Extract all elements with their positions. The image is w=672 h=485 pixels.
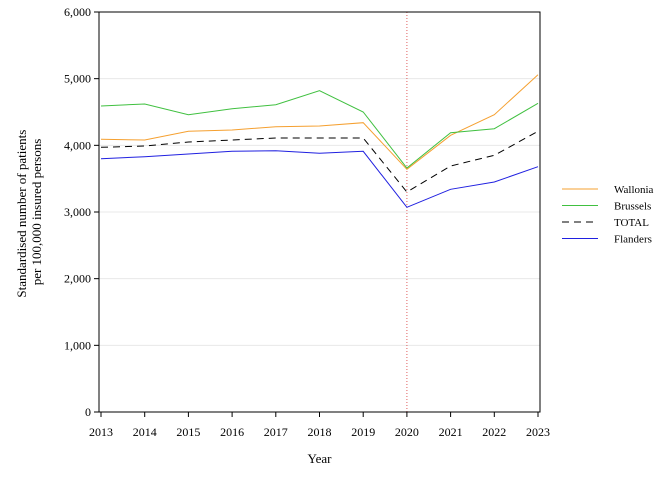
x-tick-label: 2013 [89, 425, 113, 439]
x-tick-label: 2022 [482, 425, 506, 439]
gridlines [99, 11, 540, 346]
y-tick-label: 4,000 [64, 138, 91, 152]
y-tick-label: 2,000 [64, 272, 91, 286]
legend-label-brussels: Brussels [614, 201, 651, 213]
series-line-wallonia [100, 74, 539, 170]
x-tick-label: 2020 [395, 425, 419, 439]
y-axis-title-line-1: Standardised number of patients [14, 130, 29, 298]
x-axis-title: Year [308, 451, 333, 466]
series-line-flanders [100, 150, 539, 208]
x-tick-label: 2019 [351, 425, 375, 439]
series-line-total [100, 130, 539, 193]
y-tick-label: 6,000 [64, 5, 91, 19]
x-tick-label: 2017 [264, 425, 288, 439]
legend-label-flanders: Flanders [614, 234, 652, 246]
legend: Wallonia Brussels TOTAL Flanders [562, 184, 654, 246]
y-tick-label: 3,000 [64, 205, 91, 219]
y-tick-label: 5,000 [64, 72, 91, 86]
x-tick-label: 2021 [439, 425, 463, 439]
x-tick-label: 2014 [133, 425, 157, 439]
x-axis-ticks: 2013 2014 2015 2016 2017 2018 2019 2020 2021 2022… [89, 412, 550, 439]
series-group [100, 74, 539, 208]
x-tick-label: 2018 [308, 425, 332, 439]
y-axis-title: Standardised number of patients per 100,… [14, 126, 44, 297]
x-tick-label: 2016 [220, 425, 244, 439]
x-tick-label: 2015 [176, 425, 200, 439]
x-tick-label: 2023 [526, 425, 550, 439]
legend-label-total: TOTAL [614, 217, 649, 229]
series-line-brussels [100, 90, 539, 169]
y-tick-label: 1,000 [64, 338, 91, 352]
legend-label-wallonia: Wallonia [614, 184, 654, 196]
y-axis-title-line-2: per 100,000 insured persons [29, 139, 44, 286]
y-axis-ticks: 0 1,000 2,000 3,000 4,000 5,000 6,000 [64, 5, 99, 419]
y-tick-label: 0 [85, 405, 91, 419]
